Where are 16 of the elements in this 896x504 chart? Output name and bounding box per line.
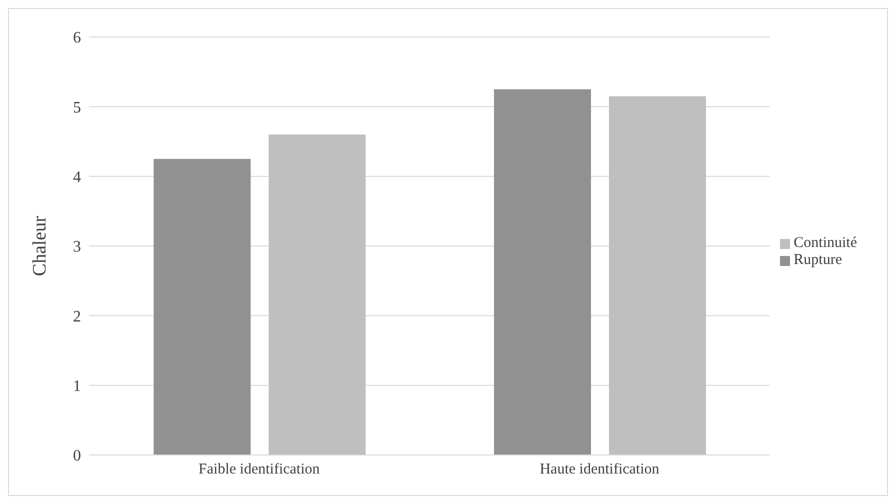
legend-label: Continuité	[794, 235, 857, 251]
x-tick-label: Faible identification	[198, 462, 320, 478]
y-tick-label: 5	[73, 99, 81, 116]
y-tick-label: 2	[73, 308, 81, 326]
bar	[154, 158, 251, 455]
y-tick-label: 1	[73, 378, 81, 396]
y-tick-label: 0	[73, 448, 81, 465]
legend-label: Rupture	[794, 252, 842, 268]
y-tick-label: 4	[73, 169, 81, 186]
y-tick-label: 6	[73, 30, 81, 47]
bar	[608, 96, 706, 455]
y-axis-title: Chaleur	[30, 215, 51, 276]
x-tick-label: Haute identification	[540, 462, 660, 478]
bar	[268, 134, 366, 455]
bar	[494, 89, 591, 455]
y-tick-label: 3	[73, 238, 81, 256]
